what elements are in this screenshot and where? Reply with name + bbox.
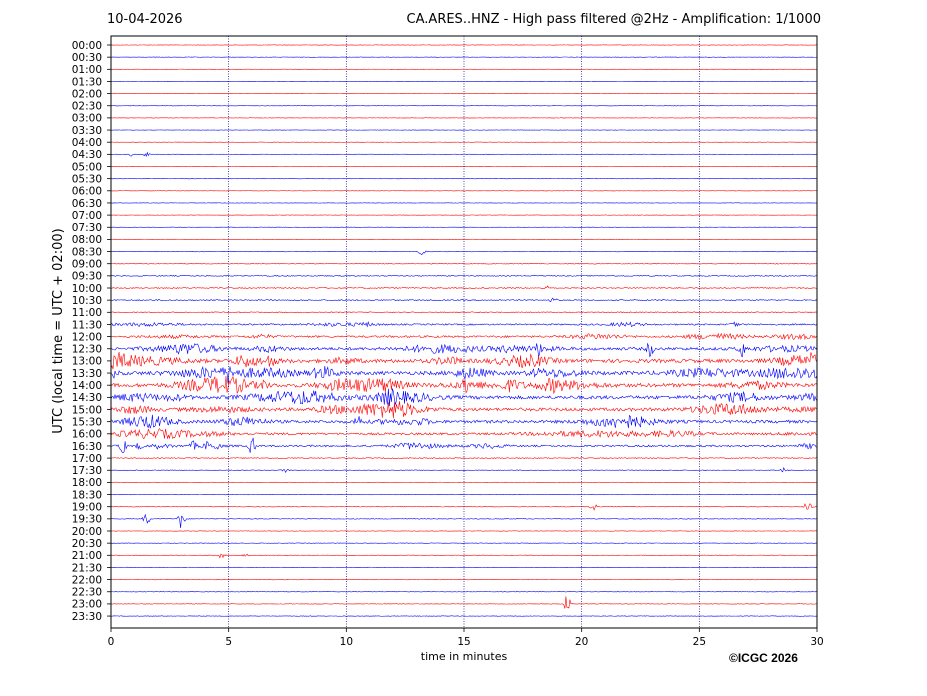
y-tick-label: 06:00: [72, 186, 102, 198]
y-tick-label: 05:30: [72, 173, 102, 185]
y-tick-label: 01:00: [72, 64, 102, 76]
y-tick-label: 16:00: [72, 429, 102, 441]
y-tick-label: 06:30: [72, 198, 102, 210]
x-tick-label: 5: [225, 636, 232, 648]
y-tick-label: 19:30: [72, 514, 102, 526]
y-tick-label: 10:00: [72, 283, 102, 295]
y-tick-label: 08:00: [72, 234, 102, 246]
trace-1230: [110, 342, 818, 358]
x-tick-label: 15: [457, 636, 470, 648]
y-tick-label: 01:30: [72, 76, 102, 88]
y-tick-label: 00:30: [72, 52, 102, 64]
y-tick-label: 04:00: [72, 137, 102, 149]
y-tick-label: 09:00: [72, 259, 102, 271]
y-tick-label: 17:30: [72, 465, 102, 477]
trace-1730: [110, 466, 818, 474]
y-tick-label: 02:30: [72, 101, 102, 113]
y-tick-label: 11:30: [72, 319, 102, 331]
x-tick-label: 30: [810, 636, 823, 648]
y-tick-label: 17:00: [72, 453, 102, 465]
trace-0930: [110, 274, 818, 277]
y-tick-label: 21:30: [72, 562, 102, 574]
y-tick-label: 23:00: [72, 599, 102, 611]
y-tick-label: 08:30: [72, 246, 102, 258]
y-tick-label: 11:00: [72, 307, 102, 319]
y-axis: 00:0000:3001:0001:3002:0002:3003:0003:30…: [72, 40, 111, 623]
copyright: ©ICGC 2026: [729, 651, 798, 665]
y-tick-label: 15:30: [72, 416, 102, 428]
x-axis-label: time in minutes: [421, 650, 508, 663]
trace-1600: [110, 428, 818, 440]
y-tick-label: 22:00: [72, 574, 102, 586]
y-tick-label: 07:30: [72, 222, 102, 234]
y-tick-label: 04:30: [72, 149, 102, 161]
x-tick-label: 20: [575, 636, 588, 648]
x-tick-label: 10: [340, 636, 353, 648]
y-tick-label: 10:30: [72, 295, 102, 307]
y-tick-label: 00:00: [72, 40, 102, 52]
y-tick-label: 12:00: [72, 331, 102, 343]
chart-title: CA.ARES..HNZ - High pass filtered @2Hz -…: [406, 12, 821, 27]
x-axis: 0 5 10 15 20 25 30: [108, 628, 824, 648]
y-tick-label: 18:30: [72, 489, 102, 501]
trace-1000: [110, 285, 818, 289]
y-tick-label: 21:00: [72, 550, 102, 562]
trace-1700: [110, 457, 818, 459]
y-tick-label: 20:00: [72, 526, 102, 538]
y-tick-label: 19:00: [72, 502, 102, 514]
x-tick-label: 25: [693, 636, 706, 648]
y-tick-label: 14:30: [72, 392, 102, 404]
trace-2100: [110, 553, 818, 559]
trace-1630: [110, 437, 818, 454]
y-tick-label: 13:30: [72, 368, 102, 380]
y-tick-label: 03:00: [72, 113, 102, 125]
y-tick-label: 14:00: [72, 380, 102, 392]
y-tick-label: 09:30: [72, 271, 102, 283]
date-label: 10-04-2026: [107, 12, 183, 27]
y-tick-label: 22:30: [72, 587, 102, 599]
trace-1100: [110, 311, 818, 314]
trace-layer: [110, 44, 818, 617]
y-tick-label: 02:00: [72, 88, 102, 100]
y-axis-label: UTC (local time = UTC + 02:00): [51, 228, 66, 433]
y-tick-label: 15:00: [72, 404, 102, 416]
y-tick-label: 07:00: [72, 210, 102, 222]
y-tick-label: 05:00: [72, 161, 102, 173]
x-tick-label: 0: [108, 636, 115, 648]
y-tick-label: 20:30: [72, 538, 102, 550]
y-tick-label: 18:00: [72, 477, 102, 489]
y-tick-label: 13:00: [72, 356, 102, 368]
y-tick-label: 03:30: [72, 125, 102, 137]
y-tick-label: 12:30: [72, 344, 102, 356]
trace-1030: [110, 297, 818, 303]
y-tick-label: 16:30: [72, 441, 102, 453]
vertical-grid: [228, 36, 700, 628]
y-tick-label: 23:30: [72, 611, 102, 623]
